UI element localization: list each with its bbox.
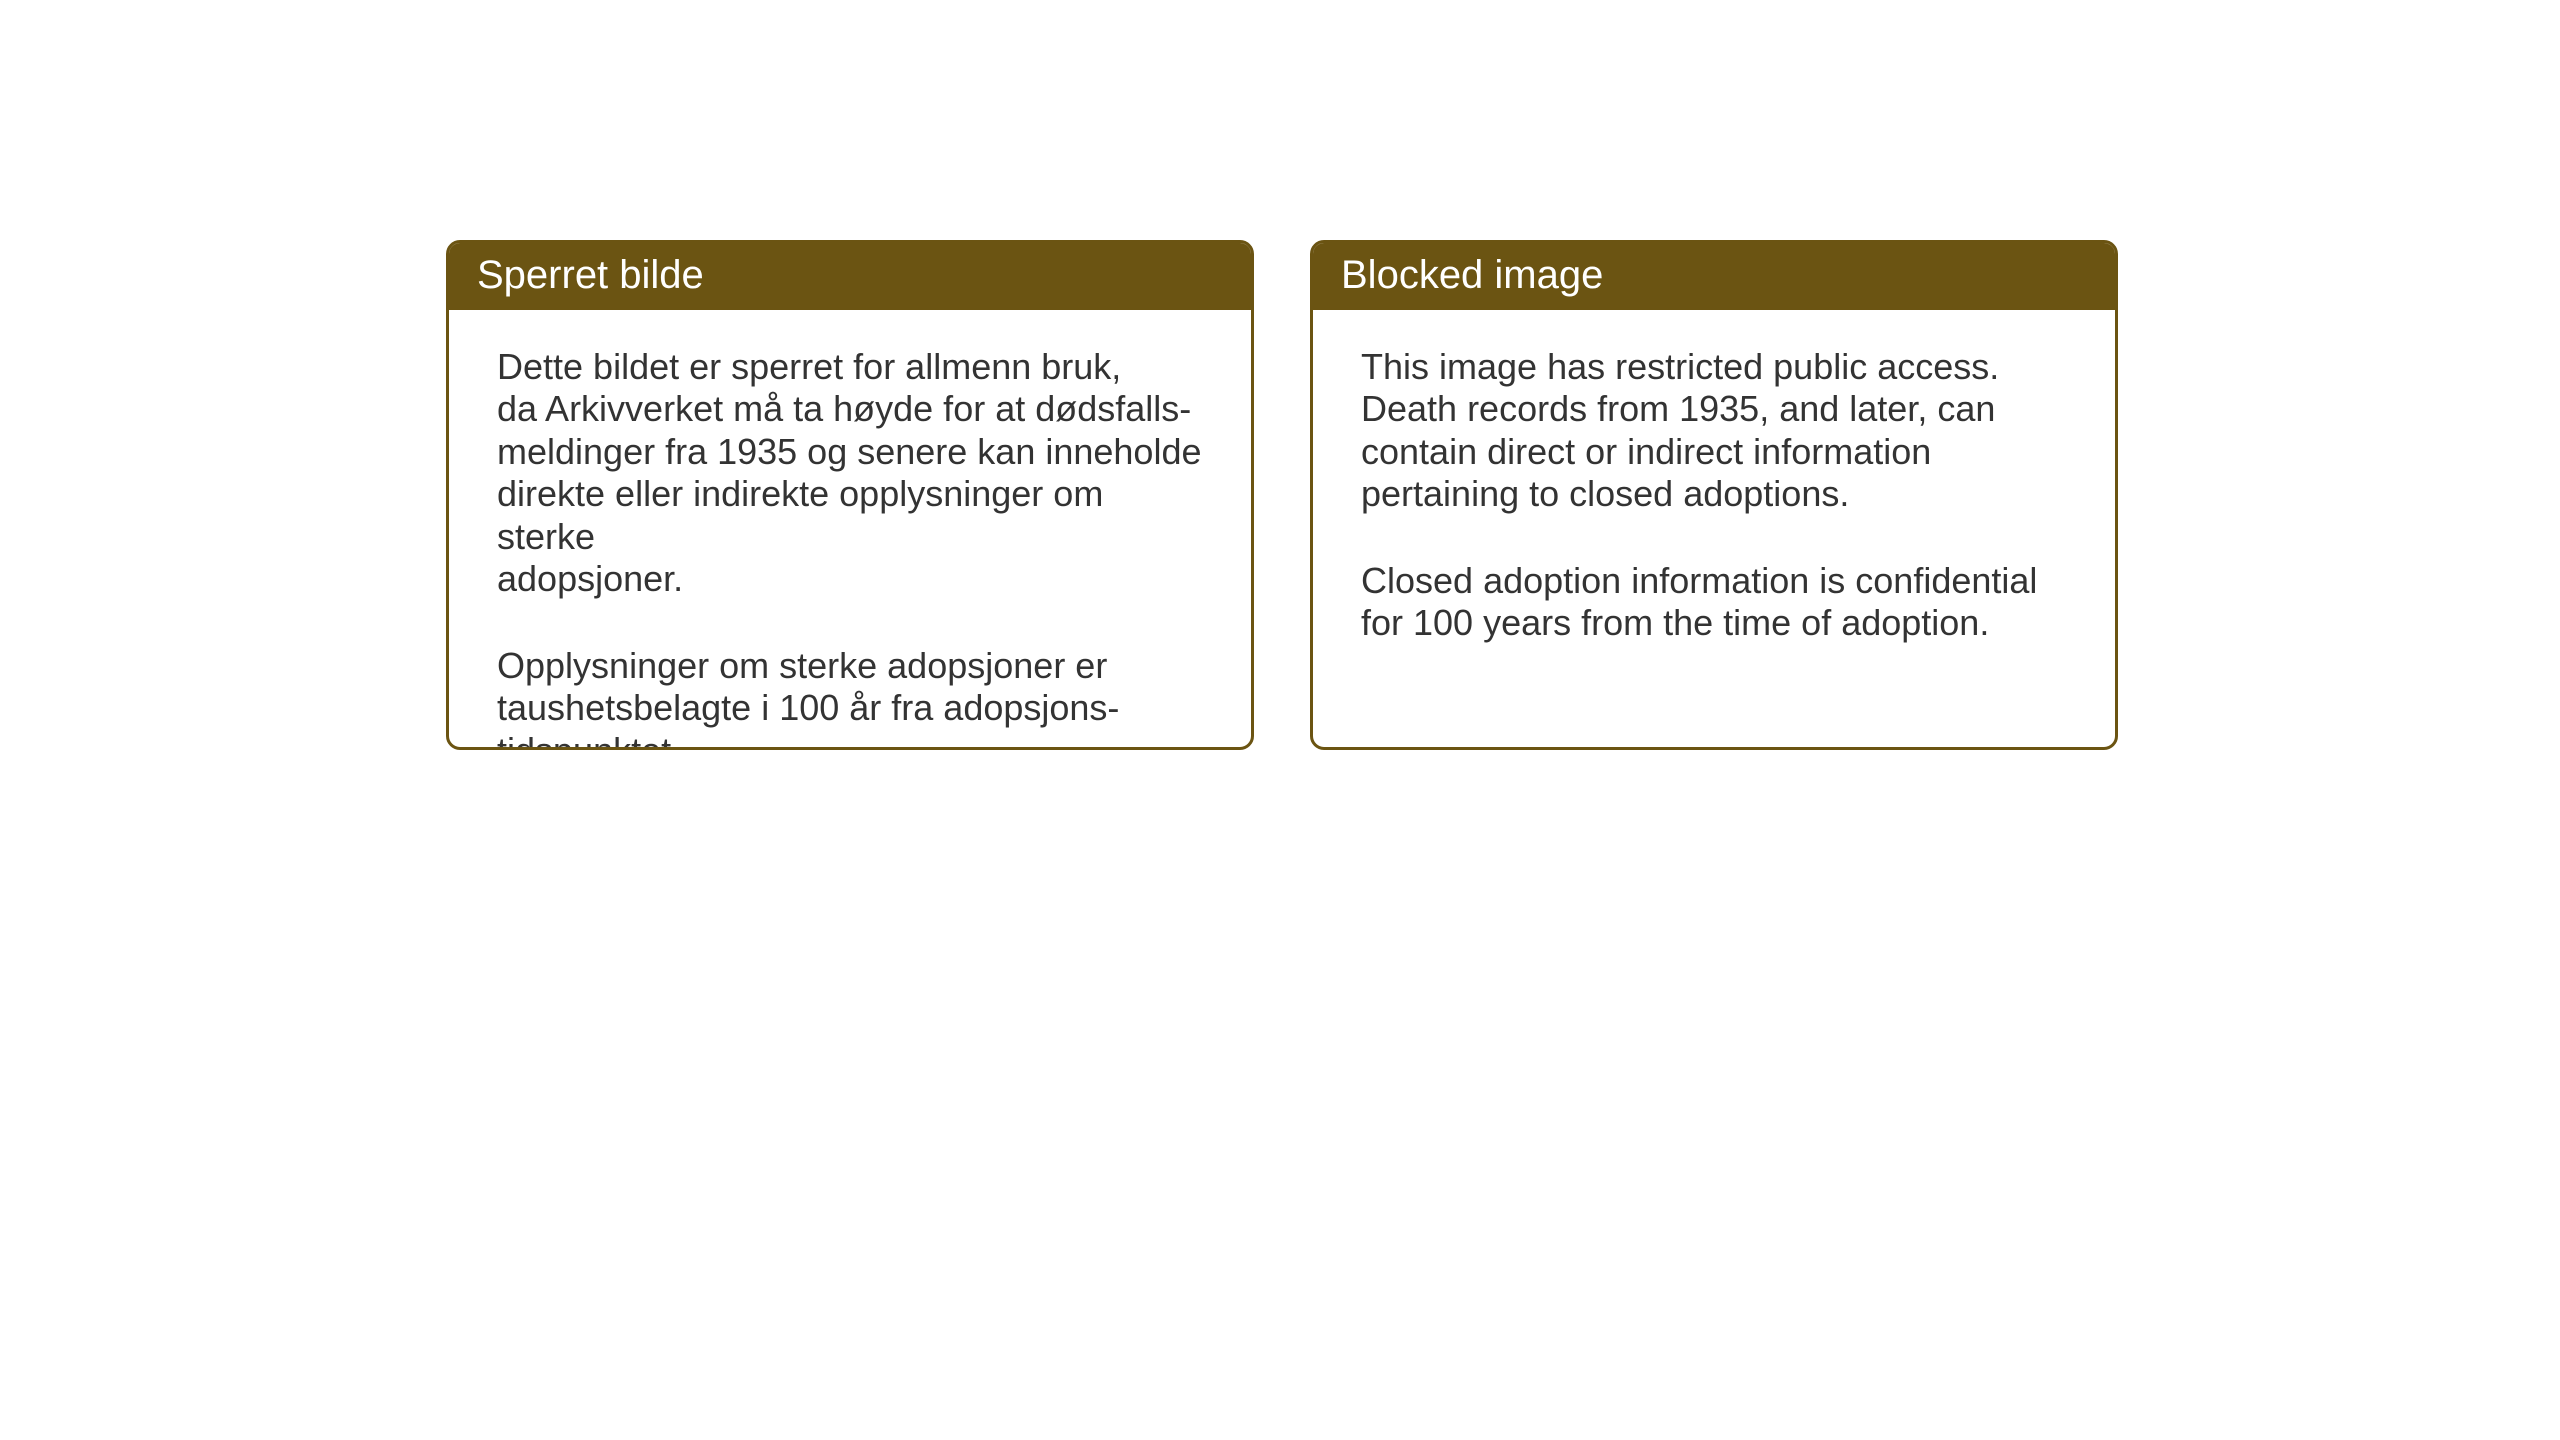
english-card-title: Blocked image bbox=[1341, 253, 1603, 297]
english-paragraph-2: Closed adoption information is confident… bbox=[1361, 560, 2067, 645]
norwegian-card-title: Sperret bilde bbox=[477, 253, 704, 297]
english-card-body: This image has restricted public access.… bbox=[1313, 310, 2115, 681]
norwegian-card-header: Sperret bilde bbox=[449, 243, 1251, 310]
norwegian-card: Sperret bilde Dette bildet er sperret fo… bbox=[446, 240, 1254, 750]
norwegian-paragraph-1: Dette bildet er sperret for allmenn bruk… bbox=[497, 346, 1203, 601]
english-card-header: Blocked image bbox=[1313, 243, 2115, 310]
norwegian-card-body: Dette bildet er sperret for allmenn bruk… bbox=[449, 310, 1251, 750]
english-card: Blocked image This image has restricted … bbox=[1310, 240, 2118, 750]
cards-container: Sperret bilde Dette bildet er sperret fo… bbox=[0, 0, 2560, 750]
norwegian-paragraph-2: Opplysninger om sterke adopsjoner ertaus… bbox=[497, 645, 1203, 750]
english-paragraph-1: This image has restricted public access.… bbox=[1361, 346, 2067, 516]
